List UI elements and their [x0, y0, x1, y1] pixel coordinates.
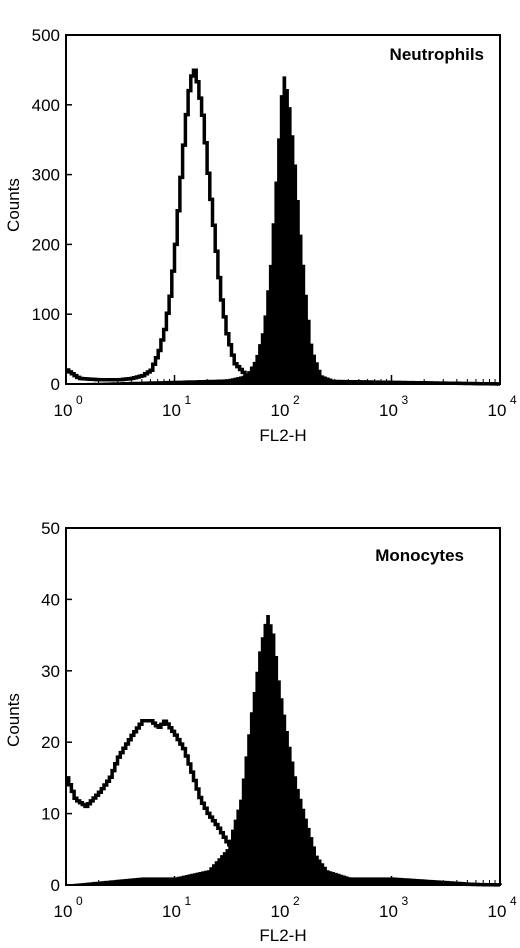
x-tick-exponent: 1: [185, 894, 192, 908]
x-tick-exponent: 3: [402, 894, 409, 908]
panel-label: Neutrophils: [390, 45, 484, 64]
x-tick-label: 10: [488, 401, 507, 420]
x-tick-label: 10: [379, 401, 398, 420]
x-tick-exponent: 1: [185, 393, 192, 407]
x-tick-exponent: 2: [293, 894, 300, 908]
x-axis-title: FL2-H: [259, 426, 306, 445]
y-tick-label: 0: [51, 876, 60, 895]
y-ticks: 0 100 200 300 400 500: [32, 26, 72, 394]
y-tick-label: 400: [32, 96, 60, 115]
x-tick-exponent: 3: [402, 393, 409, 407]
y-tick-label: 500: [32, 26, 60, 45]
x-axis-title: FL2-H: [259, 926, 306, 945]
y-tick-label: 100: [32, 305, 60, 324]
x-tick-label: 10: [379, 902, 398, 921]
y-tick-label: 30: [41, 662, 60, 681]
x-tick-label: 10: [488, 902, 507, 921]
y-tick-label: 40: [41, 590, 60, 609]
y-ticks: 0 10 20 30 40 50: [41, 519, 72, 895]
series-filled-area: [66, 76, 500, 385]
x-tick-exponent: 4: [510, 393, 517, 407]
series-filled-area: [66, 615, 501, 886]
y-axis-title: Counts: [4, 693, 23, 747]
x-tick-label: 10: [271, 401, 290, 420]
x-tick-label: 10: [54, 401, 73, 420]
x-tick-label: 10: [271, 902, 290, 921]
x-tick-exponent: 0: [76, 894, 83, 908]
y-tick-label: 10: [41, 805, 60, 824]
x-tick-label: 10: [54, 902, 73, 921]
x-tick-exponent: 0: [76, 393, 83, 407]
y-tick-label: 50: [41, 519, 60, 538]
y-tick-label: 20: [41, 733, 60, 752]
x-tick-exponent: 2: [293, 393, 300, 407]
x-tick-label: 10: [162, 902, 181, 921]
x-tick-label: 10: [162, 401, 181, 420]
panel-label: Monocytes: [375, 546, 464, 565]
y-axis-title: Counts: [4, 178, 23, 232]
x-tick-exponent: 4: [510, 894, 517, 908]
y-tick-label: 300: [32, 166, 60, 185]
y-tick-label: 0: [51, 375, 60, 394]
y-tick-label: 200: [32, 235, 60, 254]
